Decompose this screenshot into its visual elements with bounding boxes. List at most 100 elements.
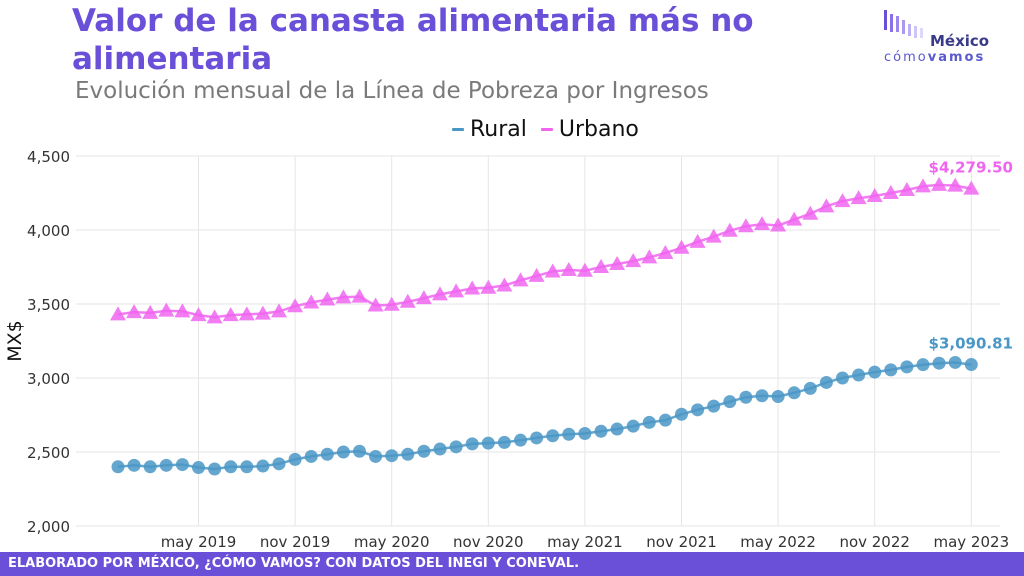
- x-tick-label: may 2021: [547, 533, 623, 551]
- data-point-urbano: [399, 293, 416, 308]
- data-point-urbano: [222, 307, 239, 322]
- line-chart: 2,000 2,500 3,000 3,500 4,000 4,500 may 2019 no…: [4, 148, 1013, 551]
- logo-text-como-vamos: cómovamos: [884, 50, 985, 65]
- data-point-urbano: [238, 306, 255, 321]
- data-point-rural: [819, 375, 833, 389]
- data-point-urbano: [673, 239, 690, 254]
- data-point-rural: [449, 440, 463, 454]
- data-point-urbano: [528, 267, 545, 282]
- data-point-rural: [803, 381, 817, 395]
- y-tick-label: 3,000: [27, 370, 70, 388]
- legend-item-rural: Rural: [452, 117, 527, 142]
- data-point-urbano: [947, 177, 964, 192]
- data-point-urbano: [287, 298, 304, 313]
- data-point-rural: [675, 407, 688, 421]
- data-point-urbano: [882, 185, 899, 199]
- x-tick-label: nov 2022: [839, 533, 910, 551]
- data-point-rural: [884, 363, 898, 377]
- x-tick-label: may 2022: [740, 533, 816, 551]
- data-point-urbano: [174, 303, 191, 318]
- mexico-como-vamos-logo: México cómovamos: [882, 6, 1022, 70]
- data-point-urbano: [351, 288, 368, 303]
- data-point-rural: [626, 419, 640, 433]
- data-point-urbano: [931, 176, 948, 191]
- data-point-rural: [256, 459, 270, 473]
- data-point-urbano: [480, 279, 497, 294]
- data-point-rural: [401, 447, 415, 461]
- data-point-rural: [111, 460, 125, 474]
- data-point-urbano: [866, 187, 883, 202]
- x-tick-label: nov 2019: [260, 533, 331, 551]
- data-point-urbano: [850, 190, 867, 205]
- legend-item-urbano: Urbano: [540, 117, 639, 142]
- data-point-urbano: [915, 178, 931, 193]
- data-point-urbano: [512, 272, 529, 287]
- data-point-rural: [964, 358, 978, 372]
- data-point-rural: [497, 435, 511, 449]
- data-point-urbano: [560, 261, 577, 276]
- logo-text-como: cómo: [884, 50, 928, 65]
- data-point-urbano: [609, 256, 626, 271]
- data-point-rural: [562, 427, 576, 441]
- data-point-rural: [288, 452, 302, 466]
- data-point-rural: [369, 449, 383, 463]
- data-point-rural: [932, 356, 946, 370]
- data-point-urbano: [126, 304, 143, 319]
- data-point-urbano: [898, 182, 915, 197]
- y-tick-label: 2,000: [27, 518, 70, 536]
- data-point-urbano: [963, 180, 980, 195]
- bars-logo-icon: [884, 10, 923, 38]
- data-point-urbano: [190, 307, 207, 322]
- data-label-rural: $3,090.81: [929, 335, 1013, 353]
- data-point-rural: [771, 390, 785, 403]
- data-point-rural: [272, 457, 286, 471]
- data-point-rural: [546, 429, 560, 443]
- y-tick-label: 2,500: [27, 444, 70, 462]
- data-label-urbano: $4,279.50: [929, 159, 1013, 177]
- data-point-urbano: [641, 249, 658, 264]
- data-point-urbano: [432, 286, 448, 301]
- data-point-rural: [353, 444, 366, 458]
- data-point-rural: [159, 458, 173, 472]
- data-point-rural: [787, 386, 801, 400]
- data-point-rural: [594, 424, 608, 438]
- data-point-rural: [900, 360, 914, 374]
- data-point-rural: [530, 431, 544, 445]
- data-point-urbano: [496, 277, 513, 292]
- data-point-rural: [868, 365, 882, 379]
- data-point-rural: [465, 437, 479, 451]
- x-tick-label: nov 2020: [453, 533, 524, 551]
- data-point-rural: [385, 449, 399, 463]
- data-point-rural: [723, 395, 737, 409]
- data-point-urbano: [319, 291, 336, 306]
- logo-text-vamos: vamos: [927, 50, 986, 65]
- data-point-rural: [320, 447, 334, 461]
- data-point-urbano: [206, 309, 223, 324]
- data-point-urbano: [721, 222, 738, 237]
- data-point-rural: [658, 413, 672, 427]
- data-point-urbano: [367, 297, 384, 312]
- data-point-rural: [852, 368, 866, 382]
- data-point-urbano: [593, 259, 609, 273]
- data-point-rural: [578, 427, 592, 440]
- data-point-rural: [433, 442, 447, 456]
- data-point-urbano: [254, 305, 271, 320]
- data-point-rural: [127, 458, 141, 472]
- data-point-rural: [175, 458, 189, 472]
- x-tick-label: may 2019: [161, 533, 237, 551]
- data-point-rural: [208, 462, 222, 476]
- footer-source-note: ELABORADO POR MÉXICO, ¿CÓMO VAMOS? CON D…: [0, 552, 1024, 576]
- data-point-urbano: [142, 304, 159, 319]
- data-point-rural: [224, 460, 238, 474]
- legend-label-rural: Rural: [470, 116, 527, 142]
- data-point-urbano: [158, 302, 175, 317]
- data-point-urbano: [834, 193, 851, 208]
- data-point-urbano: [737, 218, 754, 233]
- data-point-urbano: [657, 244, 674, 259]
- data-point-rural: [916, 358, 930, 372]
- x-tick-label: may 2023: [933, 533, 1009, 551]
- data-point-rural: [691, 403, 705, 417]
- data-point-urbano: [786, 211, 803, 226]
- data-point-urbano: [818, 198, 835, 213]
- data-point-rural: [143, 460, 157, 474]
